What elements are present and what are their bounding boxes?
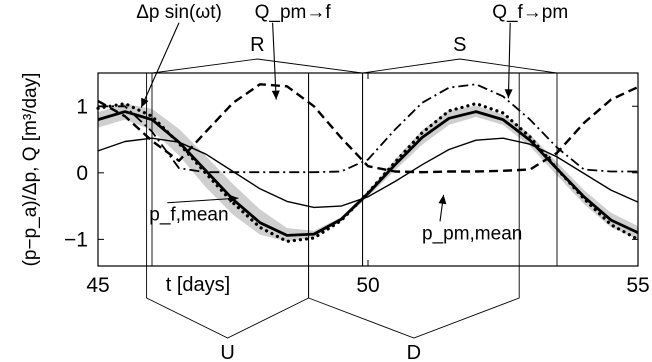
annotation-label: Q_f→pm xyxy=(492,2,568,23)
interval-label: R xyxy=(250,34,264,56)
x-tick-label: 45 xyxy=(86,274,109,297)
series-line-4 xyxy=(98,83,638,174)
annotation-arrow xyxy=(140,22,180,108)
annotation-dp: Δp sin(ωt) xyxy=(136,2,222,108)
x-tick-label: 50 xyxy=(356,274,379,297)
interval-S: S xyxy=(362,34,558,266)
annotation-label: p_f,mean xyxy=(149,205,228,226)
annotation-ppm: p_pm,mean xyxy=(422,194,522,244)
y-axis-label: (p−p_a)/Δp, Q [m³/day] xyxy=(20,73,41,267)
annotation-qpmf: Q_pm→f xyxy=(255,2,332,100)
annotation-arrowhead xyxy=(141,97,149,108)
interval-bracket xyxy=(362,58,558,266)
x-axis-label: t [days] xyxy=(166,274,230,296)
annotation-arrow xyxy=(167,197,239,204)
interval-label: D xyxy=(407,342,421,362)
interval-D: D xyxy=(308,73,520,362)
axis-ticks: 45 50 55 −1 0 1 xyxy=(64,73,650,297)
x-tick-label: 55 xyxy=(626,274,649,297)
confidence-band-layer xyxy=(98,103,638,242)
annotation-arrowhead xyxy=(438,194,447,205)
series-line-1 xyxy=(97,110,639,237)
confidence-band xyxy=(98,103,638,242)
y-tick-label: 0 xyxy=(76,162,88,185)
annotation-arrowhead xyxy=(504,89,513,99)
interval-label: S xyxy=(453,34,466,56)
annotation-label: Q_pm→f xyxy=(255,2,332,23)
series-layer xyxy=(96,83,640,243)
annotation-arrowhead xyxy=(271,90,280,100)
annotation-qfpm: Q_f→pm xyxy=(492,2,568,99)
y-tick-label: 1 xyxy=(76,95,88,118)
interval-brackets: R S U D xyxy=(146,34,558,362)
annotation-pf: p_f,mean xyxy=(149,194,239,226)
interval-bracket xyxy=(308,73,520,339)
interval-bracket xyxy=(151,58,364,266)
annotation-arrowhead xyxy=(229,194,239,203)
annotation-arrow xyxy=(272,22,277,100)
series-line-2 xyxy=(97,137,639,209)
interval-label: U xyxy=(220,342,234,362)
y-tick-label: −1 xyxy=(64,228,88,251)
annotation-arrow xyxy=(507,22,511,99)
annotation-label: p_pm,mean xyxy=(422,223,522,244)
annotation-label: Δp sin(ωt) xyxy=(136,2,222,23)
annotations: Δp sin(ωt) Q_pm→f Q_f→pm p_f,mean p_pm,mean xyxy=(136,2,568,245)
